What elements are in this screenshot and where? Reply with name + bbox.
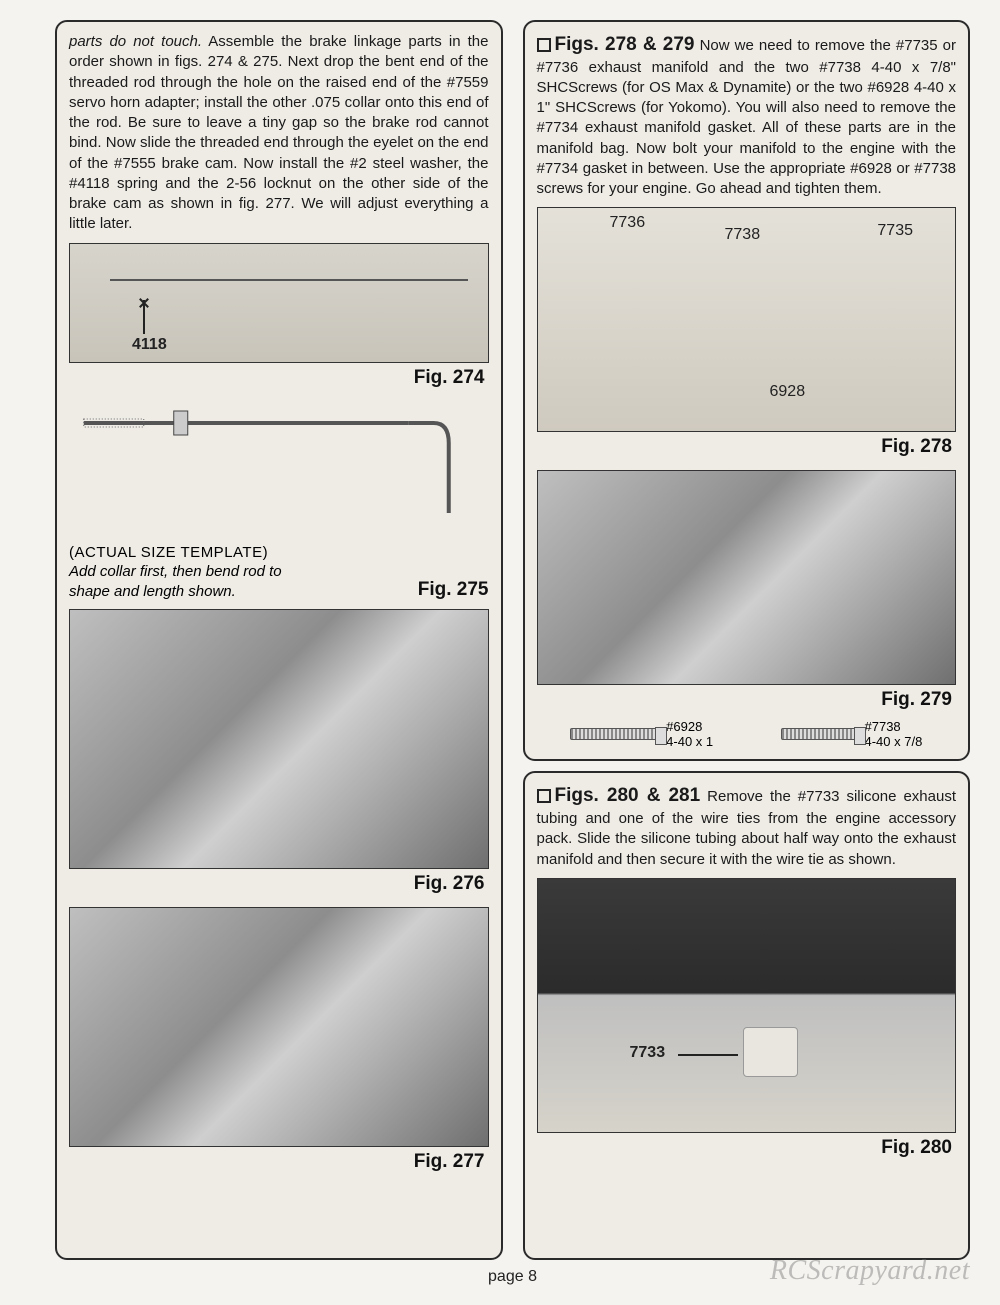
screw-6928-text: #6928 4-40 x 1 [666, 719, 713, 749]
fig278-label-6928: 6928 [768, 383, 808, 401]
fig276-caption: Fig. 276 [69, 869, 489, 899]
screw-6928-num: #6928 [666, 719, 713, 734]
screw-icon [570, 728, 660, 740]
sec280-heading: Figs. 280 & 281 [555, 785, 701, 806]
screw-7738-num: #7738 [865, 719, 923, 734]
fig275-caption: Fig. 275 [302, 579, 488, 601]
right-column: Figs. 278 & 279 Now we need to remove th… [523, 20, 971, 1260]
screw-6928-spec: 4-40 x 1 [666, 734, 713, 749]
fig278-caption: Fig. 278 [537, 432, 957, 462]
intro-em: parts do not touch. [69, 33, 202, 50]
fig275-lower: Add collar first, then bend rod to shape… [69, 562, 292, 601]
left-panel: parts do not touch. Assemble the brake l… [55, 20, 503, 1260]
fig279-caption: Fig. 279 [537, 685, 957, 715]
fig278-label-7735: 7735 [875, 222, 915, 240]
screw-6928: #6928 4-40 x 1 [570, 719, 713, 749]
screw-spec-row: #6928 4-40 x 1 #7738 4-40 x 7/8 [537, 719, 957, 749]
fig275-rod-svg [69, 403, 489, 533]
figure-276-image [69, 609, 489, 869]
fig278-label-7736: 7736 [608, 214, 648, 232]
fig277-caption: Fig. 277 [69, 1147, 489, 1177]
fig280-caption: Fig. 280 [537, 1133, 957, 1163]
fig280-tube [743, 1027, 798, 1077]
page-columns: parts do not touch. Assemble the brake l… [55, 20, 970, 1260]
fig275-row: (ACTUAL SIZE TEMPLATE) Add collar first,… [69, 543, 489, 602]
fig275-template [69, 403, 489, 533]
figure-278-image: 7736 7738 7735 6928 [537, 207, 957, 432]
panel-280-281: Figs. 280 & 281 Remove the #7733 silicon… [523, 771, 971, 1260]
screw-7738-spec: 4-40 x 7/8 [865, 734, 923, 749]
sec278-heading: Figs. 278 & 279 [555, 34, 695, 55]
figure-274-image: 4118 [69, 243, 489, 363]
figure-280-image: 7733 [537, 878, 957, 1133]
screw-7738-text: #7738 4-40 x 7/8 [865, 719, 923, 749]
panel-278-279: Figs. 278 & 279 Now we need to remove th… [523, 20, 971, 761]
fig275-upper: (ACTUAL SIZE TEMPLATE) [69, 543, 292, 563]
sec278-text: Figs. 278 & 279 Now we need to remove th… [537, 32, 957, 199]
screw-7738: #7738 4-40 x 7/8 [781, 719, 923, 749]
figure-277-image [69, 907, 489, 1147]
intro-rest: Assemble the brake linkage parts in the … [69, 33, 489, 232]
intro-paragraph: parts do not touch. Assemble the brake l… [69, 32, 489, 235]
screw-icon [781, 728, 859, 740]
checkbox-icon [537, 38, 551, 52]
sec280-text: Figs. 280 & 281 Remove the #7733 silicon… [537, 783, 957, 869]
sec278-body: Now we need to remove the #7735 or #7736… [537, 37, 957, 197]
fig280-arrow [678, 1054, 738, 1056]
fig274-part-label: 4118 [130, 336, 169, 354]
figure-279-image [537, 470, 957, 685]
left-column: parts do not touch. Assemble the brake l… [55, 20, 503, 1260]
page-number: page 8 [55, 1268, 970, 1286]
fig280-part-label: 7733 [628, 1044, 668, 1062]
fig274-caption: Fig. 274 [69, 363, 489, 393]
fig274-rod [110, 279, 468, 281]
fig275-note: (ACTUAL SIZE TEMPLATE) Add collar first,… [69, 543, 292, 602]
checkbox-icon [537, 789, 551, 803]
fig278-label-7738: 7738 [723, 226, 763, 244]
